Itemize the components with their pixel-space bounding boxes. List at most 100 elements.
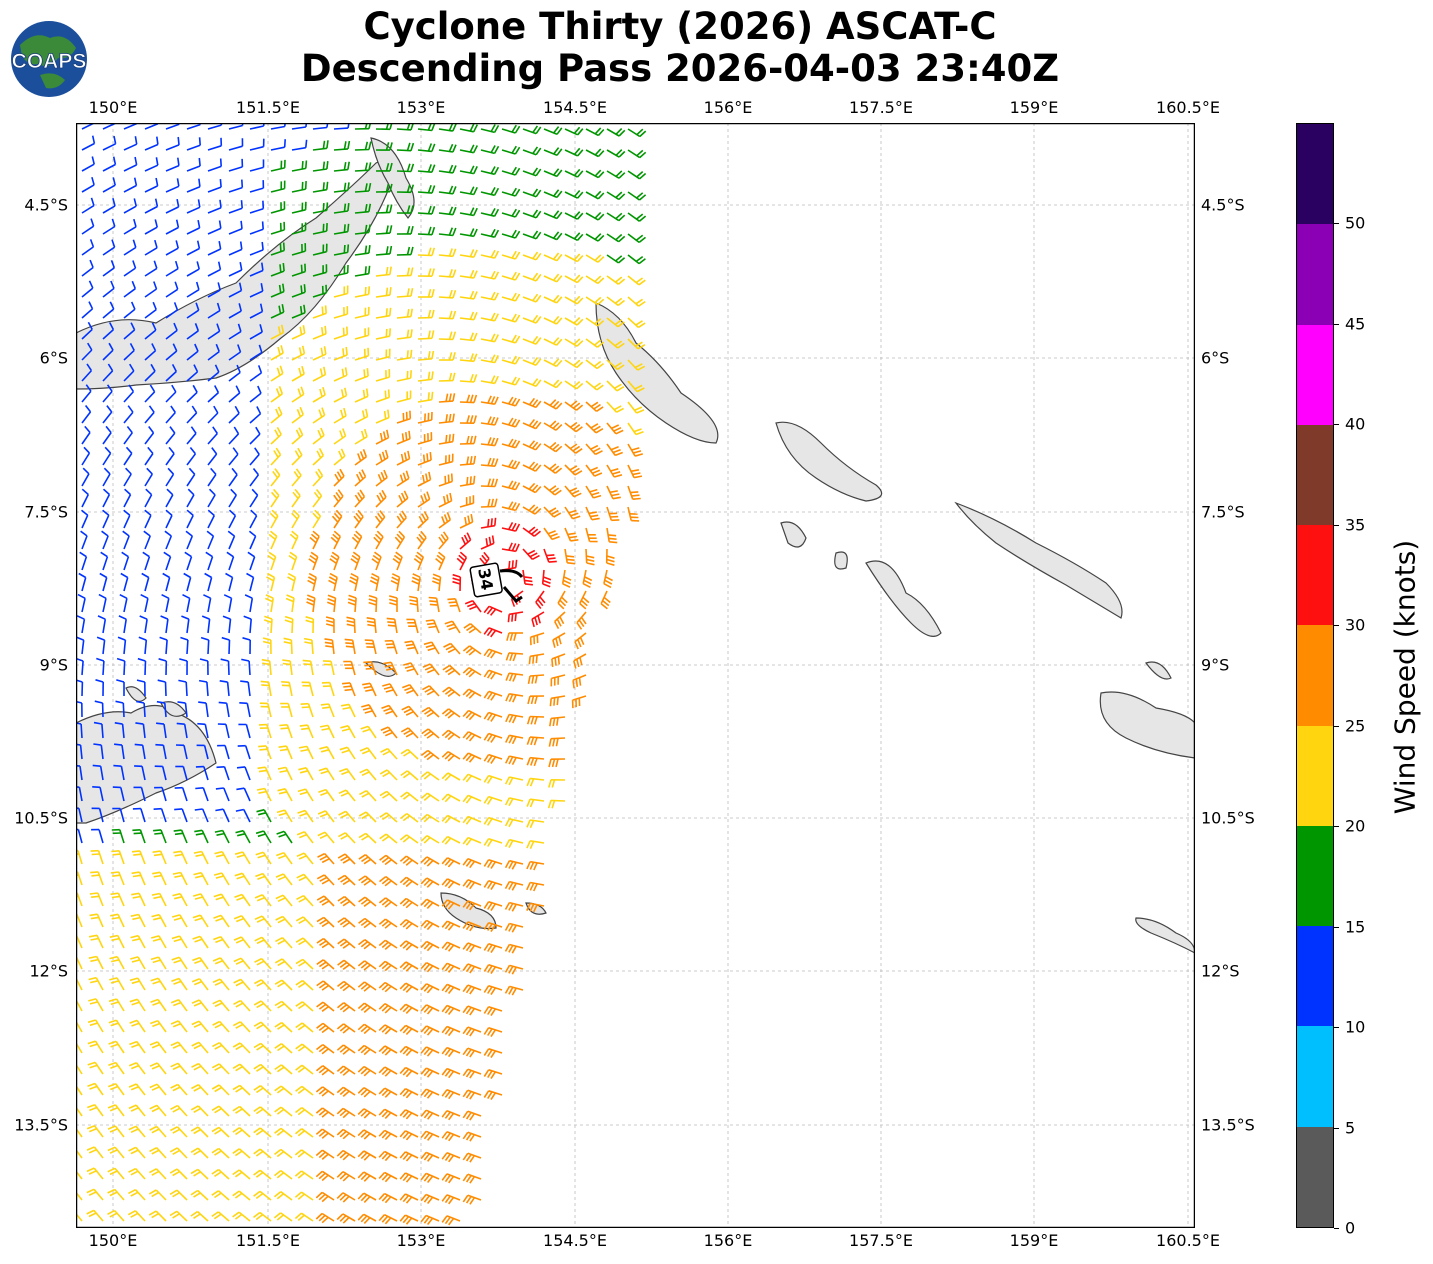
wind-barb (417, 205, 436, 215)
wind-barb (297, 809, 314, 823)
wind-barb (501, 250, 521, 260)
wind-barb (170, 1126, 188, 1138)
wind-barb (438, 269, 457, 278)
wind-barb (110, 892, 125, 907)
wind-barb (273, 1212, 293, 1222)
colorbar-tick-mark (1334, 223, 1339, 225)
wind-barb (543, 273, 563, 283)
wind-barb (186, 178, 201, 193)
wind-barb (232, 1148, 251, 1159)
wind-barb (306, 594, 316, 613)
wind-barb (504, 818, 524, 828)
wind-barb (504, 734, 524, 745)
wind-barb (333, 346, 348, 361)
wind-barb (270, 123, 286, 130)
wind-barb (441, 1088, 461, 1100)
wind-barb (317, 810, 335, 823)
wind-barb (336, 1107, 356, 1119)
wind-barb (557, 590, 568, 610)
wind-barb (191, 1083, 209, 1096)
wind-barb (522, 272, 542, 282)
wind-barb (336, 1002, 356, 1013)
wind-barb (248, 530, 257, 550)
wind-barb (123, 136, 138, 151)
wind-barb (420, 898, 440, 909)
wind-barb (543, 441, 563, 453)
wind-barb (353, 509, 364, 529)
wind-barb (504, 964, 524, 975)
wind-barb (130, 934, 146, 949)
wind-barb (423, 641, 440, 655)
wind-barb (153, 807, 167, 823)
wind-barb (340, 703, 356, 718)
wind-barb (96, 636, 106, 655)
wind-barb (439, 352, 456, 361)
title-line-1: Cyclone Thirty (2026) ASCAT-C (363, 5, 997, 48)
wind-barb (627, 317, 646, 329)
wind-barb (441, 941, 461, 952)
wind-barb (102, 363, 114, 382)
wind-barb (312, 202, 329, 214)
wind-barb (119, 593, 128, 613)
wind-barb (501, 313, 521, 323)
wind-barb (276, 851, 293, 865)
wind-barb (417, 350, 435, 361)
wind-barb (173, 829, 188, 844)
wind-barb (312, 489, 323, 508)
wind-barb (98, 593, 107, 613)
wind-barb (291, 488, 301, 508)
wind-barb (86, 1209, 104, 1222)
wind-barb (211, 1190, 230, 1201)
wind-barb (420, 940, 440, 952)
wind-barb (421, 749, 440, 761)
wind-barb (81, 342, 93, 361)
wind-barb (144, 219, 158, 235)
wind-barb (312, 181, 329, 193)
wind-barb (274, 1064, 293, 1075)
wind-barb (177, 701, 188, 718)
wind-barb (169, 1147, 188, 1159)
wind-barb (483, 837, 503, 847)
wind-barb (299, 724, 314, 739)
wind-barb (144, 426, 155, 445)
wind-barb (462, 1152, 482, 1163)
wind-barb (316, 937, 335, 949)
wind-barb (382, 683, 398, 697)
wind-barb (438, 331, 457, 341)
wind-barb (227, 530, 236, 550)
wind-barb (316, 916, 335, 928)
wind-barb (312, 346, 327, 361)
wind-barb (379, 790, 398, 802)
wind-barb (527, 695, 545, 705)
wind-barb (234, 872, 251, 886)
wind-barb (76, 1191, 83, 1201)
wind-barb (347, 594, 357, 613)
wind-barb (88, 934, 104, 949)
wind-barb (354, 469, 367, 487)
wind-barb (150, 935, 167, 949)
wind-barb (354, 203, 372, 214)
wind-barb (441, 772, 461, 781)
wind-barb (396, 225, 414, 235)
wind-barb (144, 301, 157, 319)
wind-barb (228, 509, 237, 529)
wind-barb (564, 295, 584, 305)
wind-barb (549, 716, 566, 727)
wind-barb (270, 139, 286, 151)
wind-barb (270, 386, 284, 403)
wind-barb (270, 447, 282, 466)
wind-barb (165, 488, 174, 508)
wind-barb (173, 850, 188, 865)
wind-barb (354, 449, 368, 466)
wind-barb (585, 443, 603, 456)
wind-barb (123, 239, 137, 256)
wind-barb (182, 593, 191, 613)
wind-barb (235, 829, 251, 844)
wind-barb (186, 405, 198, 424)
wind-barb (277, 788, 293, 802)
wind-barb (438, 185, 457, 195)
wind-barb (102, 384, 113, 403)
wind-barb (303, 637, 314, 655)
wind-barb (102, 488, 111, 508)
wind-barb (375, 287, 392, 298)
